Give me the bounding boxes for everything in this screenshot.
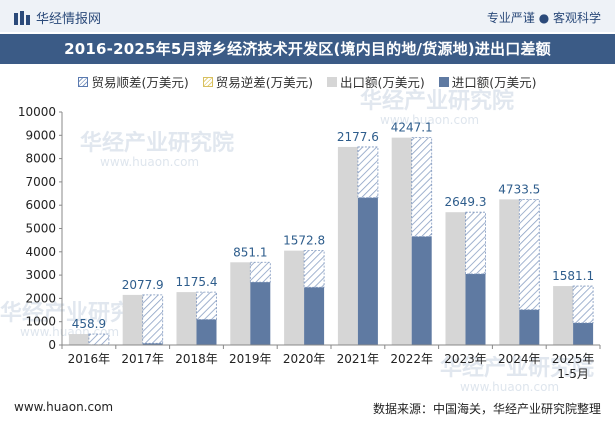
- export-bar: [68, 334, 89, 345]
- export-bar: [553, 286, 574, 345]
- axes-layer: 0 1000 2000 3000 4000 5000 6000 7000 8000 9000 100…: [18, 105, 601, 381]
- x-tick-label: 2024年: [498, 352, 541, 366]
- export-bar: [499, 199, 520, 345]
- export-bar: [122, 294, 143, 345]
- export-bar: [284, 250, 305, 345]
- y-tick-label: 0: [48, 338, 56, 352]
- surplus-bar: [196, 291, 217, 320]
- x-tick-label: 2020年: [283, 352, 326, 366]
- data-label: 4247.1: [391, 121, 433, 135]
- data-label: 2649.3: [445, 195, 487, 209]
- legend-swatch-deficit: [202, 76, 213, 87]
- import-bar: [357, 197, 378, 345]
- legend-label-deficit: 贸易逆差(万美元): [215, 75, 313, 90]
- bars-layer: [68, 137, 594, 346]
- x-tick-label: 2025年: [552, 352, 595, 366]
- import-bar: [573, 322, 594, 345]
- chart-legend: 贸易顺差(万美元) 贸易逆差(万美元) 出口额(万美元) 进口额(万美元): [0, 72, 615, 91]
- export-bar: [391, 137, 412, 345]
- legend-swatch-surplus: [78, 76, 89, 87]
- surplus-bar: [411, 137, 433, 237]
- brand-name: 华经情报网: [36, 12, 102, 27]
- y-tick-label: 5000: [25, 222, 56, 236]
- labels-layer: 458.9 2077.9 1175.4 851.1 1572.8 2177.6 4247.1…: [72, 121, 594, 331]
- legend-swatch-export: [327, 76, 337, 87]
- huajing-logo-icon: [14, 10, 30, 25]
- y-tick-label: 3000: [25, 268, 56, 282]
- y-tick-label: 2000: [25, 291, 56, 305]
- import-bar: [250, 282, 271, 345]
- data-label: 458.9: [72, 317, 106, 331]
- watermark-url: www.huaon.com: [460, 380, 559, 394]
- footer-website: www.huaon.com: [14, 400, 114, 414]
- import-bar: [196, 319, 217, 345]
- surplus-bar: [518, 198, 540, 311]
- export-bar: [445, 212, 466, 345]
- y-tick-label: 10000: [18, 105, 56, 119]
- surplus-bar: [249, 261, 271, 283]
- y-tick-label: 4000: [25, 245, 56, 259]
- top-header-bar: 华经情报网 专业严谨 ● 客观科学: [0, 0, 615, 32]
- surplus-bar: [303, 250, 325, 288]
- legend-item-import: 进口额(万美元): [438, 72, 537, 91]
- y-tick-label: 1000: [25, 315, 56, 329]
- import-bar: [304, 287, 325, 345]
- x-tick-label: 2023年: [444, 352, 487, 366]
- y-tick-label: 7000: [25, 175, 56, 189]
- y-tick-label: 6000: [25, 198, 56, 212]
- slogan: 专业严谨 ● 客观科学: [486, 11, 601, 25]
- x-tick-label: 2019年: [229, 352, 272, 366]
- import-bar: [465, 273, 486, 345]
- watermark-url: www.huaon.com: [380, 113, 479, 127]
- surplus-bar: [572, 285, 594, 324]
- chart-title: 2016-2025年5月萍乡经济技术开发区(境内目的地/货源地)进出口差额: [64, 40, 551, 58]
- data-label: 2077.9: [122, 278, 164, 292]
- data-label: 1175.4: [176, 275, 218, 289]
- x-tick-label: 1-5月: [557, 367, 589, 381]
- legend-item-deficit: 贸易逆差(万美元): [202, 72, 313, 91]
- x-tick-label: 2018年: [175, 352, 218, 366]
- import-bar: [519, 309, 540, 345]
- export-bar: [230, 262, 251, 345]
- data-label: 1581.1: [552, 269, 594, 283]
- legend-item-surplus: 贸易顺差(万美元): [78, 72, 189, 91]
- export-bar: [176, 292, 197, 345]
- y-tick-label: 8000: [25, 152, 56, 166]
- export-bar: [337, 146, 358, 345]
- data-label: 2177.6: [337, 130, 379, 144]
- surplus-bar: [465, 211, 486, 275]
- data-label: 4733.5: [498, 182, 540, 196]
- watermark-text: 华经产业研究院: [80, 130, 234, 156]
- surplus-bar: [88, 333, 110, 346]
- legend-swatch-import: [438, 76, 449, 87]
- import-bar: [142, 343, 163, 345]
- legend-label-surplus: 贸易顺差(万美元): [91, 75, 189, 90]
- watermark-text: 华经产业研究院: [440, 355, 594, 381]
- legend-label-export: 出口额(万美元): [340, 75, 425, 90]
- brand: 华经情报网: [14, 8, 101, 27]
- x-tick-label: 2016年: [68, 352, 111, 366]
- title-bar: 2016-2025年5月萍乡经济技术开发区(境内目的地/货源地)进出口差额: [0, 34, 615, 64]
- watermark-url: www.huaon.com: [100, 155, 199, 169]
- data-label: 1572.8: [283, 234, 325, 248]
- surplus-bar: [142, 294, 164, 344]
- footer-source: 数据来源：中国海关，华经产业研究院整理: [372, 402, 601, 416]
- import-bar: [411, 236, 432, 345]
- y-tick-label: 9000: [25, 128, 56, 142]
- watermark-text: 华经产业研究院: [360, 88, 514, 114]
- x-tick-label: 2017年: [121, 352, 164, 366]
- legend-item-export: 出口额(万美元): [327, 72, 425, 91]
- legend-label-import: 进口额(万美元): [451, 75, 537, 90]
- x-tick-label: 2021年: [337, 352, 380, 366]
- data-label: 851.1: [233, 245, 267, 259]
- surplus-bar: [357, 146, 379, 199]
- x-tick-label: 2022年: [390, 352, 433, 366]
